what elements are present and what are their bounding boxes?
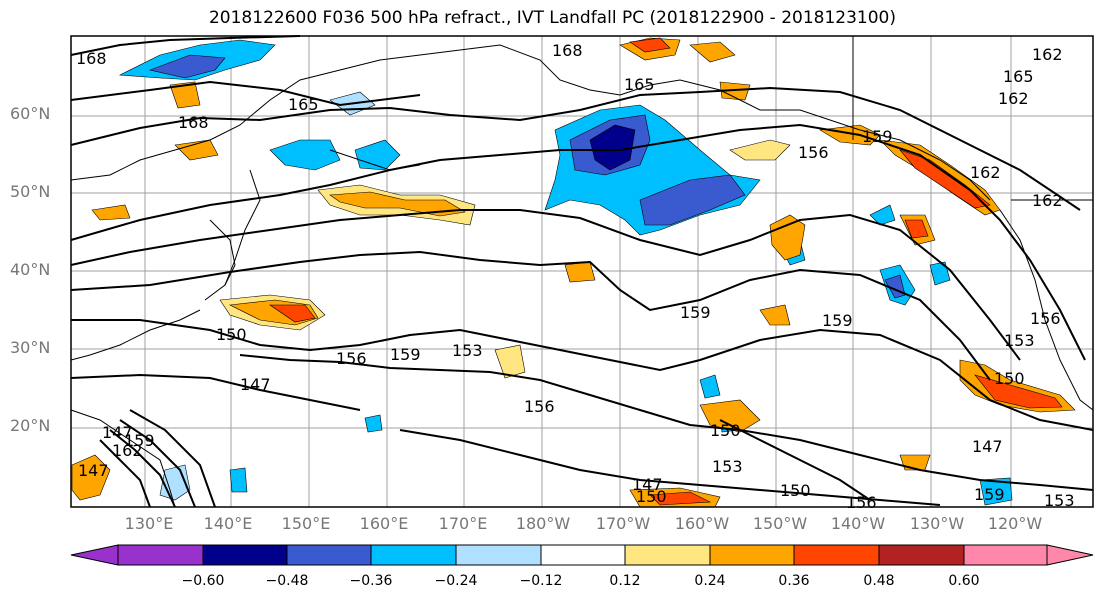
- contour-label: 156: [798, 143, 829, 162]
- colorbar-extend-low: [70, 544, 119, 566]
- contour-label: 156: [524, 397, 555, 416]
- contour-label: 153: [452, 341, 483, 360]
- colorbar-tick-label: −0.36: [349, 573, 393, 589]
- contour-label: 156: [336, 349, 367, 368]
- contour-label: 159: [862, 127, 893, 146]
- lat-label: 20°N: [10, 416, 51, 435]
- colorbar-tick-label: 0.12: [609, 573, 641, 589]
- contours: [70, 35, 1094, 508]
- lat-label: 60°N: [10, 104, 51, 123]
- contour-label: 156: [846, 493, 877, 512]
- contour-label: 150: [636, 487, 667, 506]
- colorbar-bin: [286, 544, 372, 566]
- contour-label: 150: [710, 421, 741, 440]
- lon-label: 170°W: [595, 514, 651, 533]
- lon-label: 160°E: [359, 514, 409, 533]
- colorbar-tick-label: 0.60: [948, 573, 980, 589]
- colorbar-bin: [202, 544, 288, 566]
- contour-label: 162: [1032, 45, 1063, 64]
- contour-label: 150: [216, 325, 247, 344]
- lon-label: 160°W: [674, 514, 730, 533]
- colorbar-bin: [117, 544, 204, 566]
- colorbar-bin: [540, 544, 626, 566]
- colorbar-tick-label: −0.24: [434, 573, 478, 589]
- map-frame: [70, 35, 1094, 508]
- lon-label: 130°W: [909, 514, 965, 533]
- colorbar-bin: [709, 544, 795, 566]
- contour-label: 150: [780, 481, 811, 500]
- contour-label: 165: [624, 75, 655, 94]
- shaded-field: [71, 37, 1076, 508]
- colorbar-bin: [963, 544, 1048, 566]
- contour-label: 150: [994, 369, 1025, 388]
- contour-label: 168: [178, 113, 209, 132]
- contour-label: 162: [1032, 191, 1063, 210]
- contour-label: 162: [112, 441, 143, 460]
- colorbar-tick-label: −0.60: [181, 573, 225, 589]
- contour-label: 159: [822, 311, 853, 330]
- lat-label: 30°N: [10, 338, 51, 357]
- contour-label: 159: [390, 345, 421, 364]
- lat-label: 50°N: [10, 182, 51, 201]
- lon-label: 140°W: [830, 514, 886, 533]
- colorbar-tick-label: 0.24: [694, 573, 726, 589]
- contour-label: 147: [972, 437, 1003, 456]
- contour-label: 162: [970, 163, 1001, 182]
- contour-label: 147: [240, 375, 271, 394]
- contour-label: 168: [552, 41, 583, 60]
- lon-label: 120°W: [987, 514, 1043, 533]
- lon-label: 130°E: [124, 514, 174, 533]
- colorbar-bin: [624, 544, 711, 566]
- contour-label: 165: [288, 95, 319, 114]
- colorbar: [70, 544, 1094, 566]
- contour-label: 153: [1044, 491, 1075, 510]
- lon-label: 150°E: [281, 514, 331, 533]
- contour-label: 147: [78, 461, 109, 480]
- lon-label: 180°W: [515, 514, 571, 533]
- lon-label: 150°W: [752, 514, 808, 533]
- colorbar-bin: [878, 544, 965, 566]
- map-title: 2018122600 F036 500 hPa refract., IVT La…: [208, 8, 896, 28]
- contour-labels: 168 168 165 168 165 165 162 156 159 162 …: [76, 41, 1075, 512]
- lon-label: 170°E: [438, 514, 488, 533]
- colorbar-tick-label: −0.48: [265, 573, 309, 589]
- colorbar-extend-high: [1046, 544, 1094, 566]
- colorbar-bin: [370, 544, 457, 566]
- contour-label: 165: [1003, 67, 1034, 86]
- contour-label: 168: [76, 49, 107, 68]
- lat-label: 40°N: [10, 260, 51, 279]
- coastlines: [70, 36, 1094, 508]
- colorbar-bin: [455, 544, 542, 566]
- colorbar-tick-label: 0.48: [863, 573, 895, 589]
- contour-label: 147: [632, 475, 663, 494]
- colorbar-tick-label: −0.12: [519, 573, 563, 589]
- contour-label: 159: [680, 303, 711, 322]
- colorbar-bin: [793, 544, 880, 566]
- contour-label: 162: [998, 89, 1029, 108]
- contour-label: 153: [712, 457, 743, 476]
- contour-label: 159: [124, 431, 155, 450]
- contour-label: 153: [1004, 331, 1035, 350]
- lon-label: 140°E: [203, 514, 253, 533]
- contour-label: 159: [974, 485, 1005, 504]
- colorbar-tick-label: 0.36: [778, 573, 810, 589]
- contour-label: 156: [1030, 309, 1061, 328]
- contour-label: 147: [102, 423, 133, 442]
